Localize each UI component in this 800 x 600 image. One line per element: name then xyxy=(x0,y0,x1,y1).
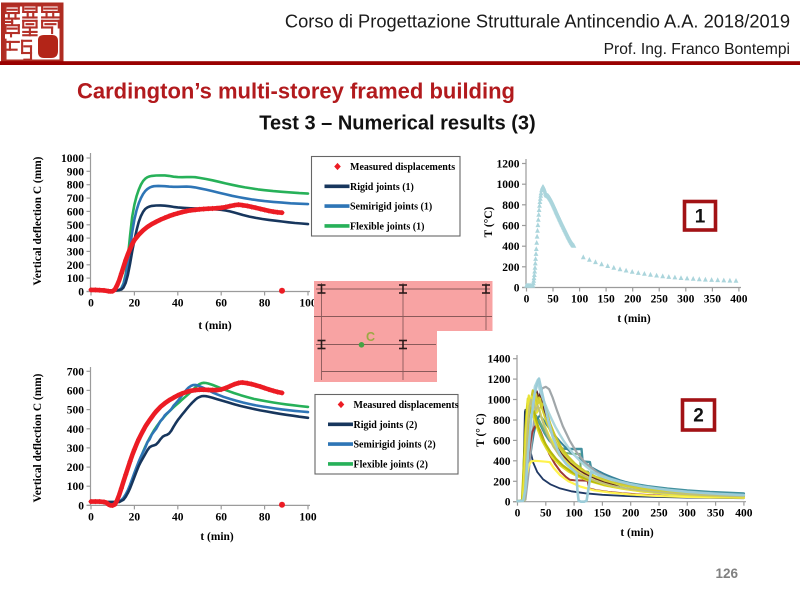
svg-text:900: 900 xyxy=(67,166,85,178)
svg-text:150: 150 xyxy=(594,508,612,520)
svg-text:400: 400 xyxy=(67,233,85,245)
svg-text:400: 400 xyxy=(735,508,753,520)
svg-text:1200: 1200 xyxy=(488,374,511,386)
svg-text:0: 0 xyxy=(524,294,530,306)
svg-text:1400: 1400 xyxy=(488,354,511,366)
svg-text:200: 200 xyxy=(67,260,85,272)
svg-text:Measured displacements: Measured displacements xyxy=(350,162,455,173)
svg-text:400: 400 xyxy=(730,294,748,306)
svg-text:60: 60 xyxy=(215,511,227,523)
svg-text:Semirigid joints (2): Semirigid joints (2) xyxy=(354,440,436,451)
svg-text:T (° C): T (° C) xyxy=(475,413,487,447)
svg-text:Corso di Progettazione Struttu: Corso di Progettazione Strutturale Antin… xyxy=(285,11,790,32)
svg-text:800: 800 xyxy=(502,200,520,212)
svg-text:400: 400 xyxy=(67,424,85,436)
svg-text:1000: 1000 xyxy=(61,153,84,165)
svg-text:Cardington’s multi-storey fram: Cardington’s multi-storey framed buildin… xyxy=(77,79,515,104)
svg-text:126: 126 xyxy=(715,566,738,581)
svg-text:200: 200 xyxy=(624,294,642,306)
svg-text:2: 2 xyxy=(693,406,704,427)
svg-text:100: 100 xyxy=(565,508,583,520)
svg-text:Flexible joints (1): Flexible joints (1) xyxy=(350,222,424,233)
svg-text:Vertical deflection C (mm): Vertical deflection C (mm) xyxy=(32,373,44,502)
svg-text:40: 40 xyxy=(172,511,184,523)
svg-text:Rigid joints (1): Rigid joints (1) xyxy=(350,182,414,193)
svg-text:100: 100 xyxy=(67,273,85,285)
svg-text:400: 400 xyxy=(502,241,520,253)
svg-text:80: 80 xyxy=(259,298,271,310)
svg-text:600: 600 xyxy=(493,435,511,447)
svg-text:C: C xyxy=(366,330,375,344)
svg-text:0: 0 xyxy=(88,511,94,523)
svg-text:Flexible joints (2): Flexible joints (2) xyxy=(354,460,428,471)
svg-text:50: 50 xyxy=(540,508,552,520)
svg-text:Vertical deflection C (mm): Vertical deflection C (mm) xyxy=(32,156,44,285)
svg-text:300: 300 xyxy=(67,246,85,258)
svg-text:t (min): t (min) xyxy=(200,531,233,543)
svg-text:800: 800 xyxy=(493,415,511,427)
svg-text:400: 400 xyxy=(493,456,511,468)
svg-text:200: 200 xyxy=(493,476,511,488)
svg-text:0: 0 xyxy=(514,283,520,295)
svg-text:Semirigid joints (1): Semirigid joints (1) xyxy=(350,202,432,213)
svg-text:20: 20 xyxy=(129,511,141,523)
svg-text:500: 500 xyxy=(67,220,85,232)
svg-text:100: 100 xyxy=(67,481,85,493)
svg-text:50: 50 xyxy=(547,294,559,306)
svg-text:1000: 1000 xyxy=(488,395,511,407)
svg-text:Rigid joints (2): Rigid joints (2) xyxy=(354,420,418,431)
svg-text:300: 300 xyxy=(679,508,697,520)
svg-text:600: 600 xyxy=(67,385,85,397)
svg-text:350: 350 xyxy=(704,294,722,306)
svg-text:0: 0 xyxy=(78,500,84,512)
svg-text:1000: 1000 xyxy=(497,179,520,191)
svg-text:0: 0 xyxy=(505,497,511,509)
svg-text:Prof. Ing. Franco Bontempi: Prof. Ing. Franco Bontempi xyxy=(604,41,790,58)
svg-text:Test 3 – Numerical results (3): Test 3 – Numerical results (3) xyxy=(259,113,535,135)
svg-text:100: 100 xyxy=(299,511,317,523)
svg-text:0: 0 xyxy=(78,287,84,299)
svg-text:t (min): t (min) xyxy=(617,313,650,325)
svg-text:600: 600 xyxy=(67,206,85,218)
svg-text:600: 600 xyxy=(502,221,520,233)
svg-text:t (min): t (min) xyxy=(620,527,653,539)
svg-text:200: 200 xyxy=(67,462,85,474)
svg-text:60: 60 xyxy=(215,298,227,310)
svg-text:40: 40 xyxy=(172,298,184,310)
svg-text:100: 100 xyxy=(571,294,589,306)
svg-text:350: 350 xyxy=(707,508,725,520)
svg-text:1: 1 xyxy=(695,206,706,227)
svg-text:300: 300 xyxy=(677,294,695,306)
svg-text:250: 250 xyxy=(651,294,669,306)
svg-text:500: 500 xyxy=(67,405,85,417)
svg-text:200: 200 xyxy=(622,508,640,520)
svg-text:Measured displacements: Measured displacements xyxy=(354,400,459,411)
svg-text:100: 100 xyxy=(299,298,317,310)
svg-text:80: 80 xyxy=(259,511,271,523)
svg-text:T (°C): T (°C) xyxy=(483,206,495,237)
svg-text:150: 150 xyxy=(597,294,615,306)
svg-text:1200: 1200 xyxy=(497,159,520,171)
svg-text:250: 250 xyxy=(650,508,668,520)
svg-text:200: 200 xyxy=(502,262,520,274)
svg-text:800: 800 xyxy=(67,180,85,192)
svg-text:20: 20 xyxy=(129,298,141,310)
svg-text:300: 300 xyxy=(67,443,85,455)
svg-text:t (min): t (min) xyxy=(198,320,231,332)
svg-text:700: 700 xyxy=(67,366,85,378)
svg-text:0: 0 xyxy=(88,298,94,310)
svg-text:0: 0 xyxy=(515,508,521,520)
svg-text:700: 700 xyxy=(67,193,85,205)
